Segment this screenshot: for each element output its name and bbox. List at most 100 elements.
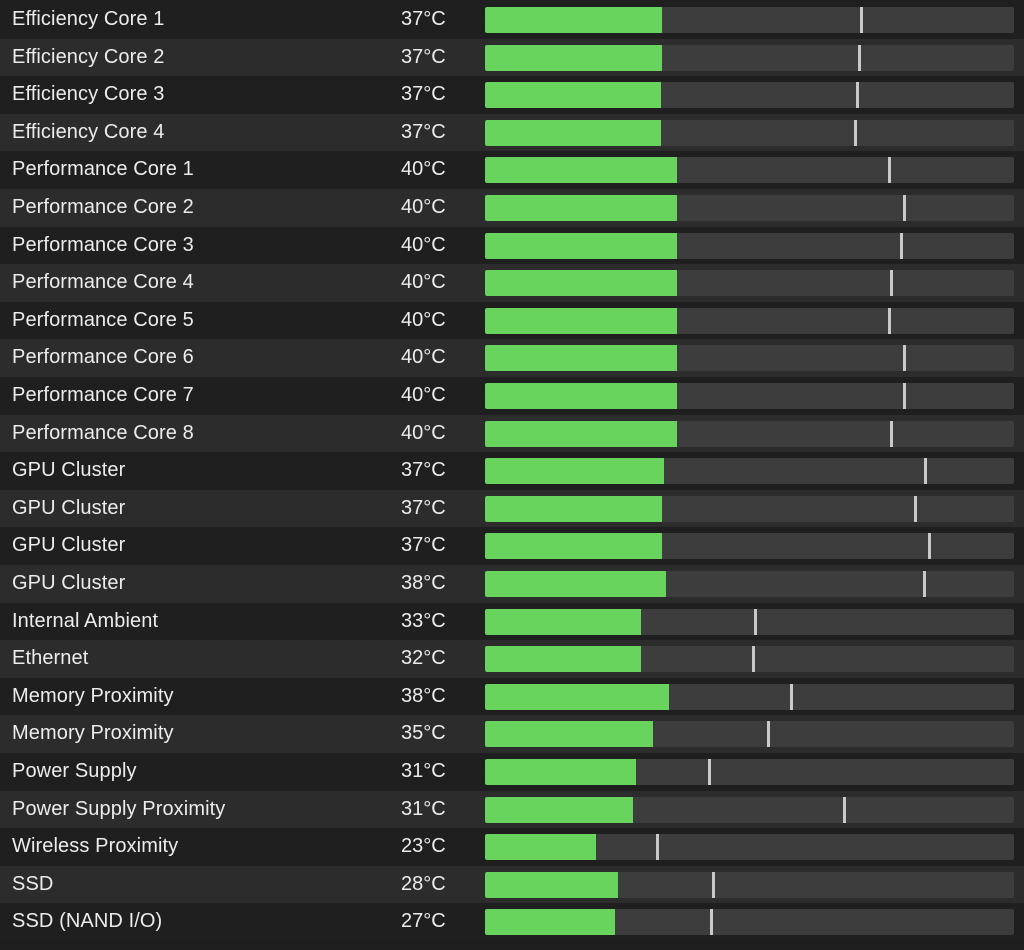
temperature-bar-fill [485,458,664,485]
temperature-bar [485,44,1014,71]
temperature-bar-fill [485,44,663,71]
sensor-row: Power Supply 31°C [0,753,1024,791]
sensor-row: Efficiency Core 3 37°C [0,76,1024,114]
sensor-temperature: 40°C [401,308,446,331]
sensor-row: Performance Core 1 40°C [0,151,1024,189]
temperature-bar-fill [485,7,663,33]
temperature-bar-fill [485,420,678,447]
sensor-temperature: 28°C [401,872,446,895]
sensor-temperature: 37°C [401,534,446,557]
max-temperature-marker [752,646,756,673]
max-temperature-marker [914,495,918,522]
sensor-row: Memory Proximity 35°C [0,715,1024,753]
temperature-bar [485,759,1014,785]
sensor-name: Performance Core 1 [12,158,194,181]
sensor-temperature: 40°C [401,421,446,444]
sensor-row: Efficiency Core 4 37°C [0,113,1024,152]
sensor-row: Performance Core 4 40°C [0,264,1024,302]
sensor-row: Efficiency Core 2 37°C [0,38,1024,77]
temperature-bar-fill [485,909,616,936]
temperature-bar-fill [485,345,678,372]
sensor-name: GPU Cluster [12,534,126,557]
sensor-row: Performance Core 6 40°C [0,339,1024,377]
temperature-bar [485,571,1014,597]
sensor-name: Efficiency Core 2 [12,45,165,68]
temperature-bar [485,683,1014,710]
temperature-bar-fill [485,195,678,221]
temperature-bar [485,721,1014,748]
max-temperature-marker [767,721,770,748]
temperature-bar [485,232,1014,259]
temperature-bar [485,533,1014,560]
max-temperature-marker [902,195,906,221]
sensor-row: Performance Core 3 40°C [0,226,1024,265]
sensor-name: GPU Cluster [12,459,126,482]
temperature-bar-fill [485,871,618,898]
temperature-bar-fill [485,307,678,334]
max-temperature-marker [924,458,928,485]
temperature-bar [485,195,1014,221]
sensor-temperature: 40°C [401,158,446,181]
temperature-bar [485,495,1014,522]
sensor-name: Performance Core 2 [12,196,194,218]
temperature-bar-fill [485,834,597,861]
sensor-temperature: 37°C [401,83,446,106]
temperature-bar-fill [485,82,662,109]
sensor-row: GPU Cluster 37°C [0,452,1024,490]
sensor-name: Memory Proximity [12,684,174,707]
temperature-bar [485,834,1014,861]
sensor-name: Power Supply Proximity [12,797,226,820]
sensor-row: GPU Cluster 37°C [0,527,1024,565]
sensor-row: Performance Core 7 40°C [0,377,1024,415]
max-temperature-marker [854,119,858,146]
sensor-temperature: 38°C [401,572,446,594]
sensor-temperature: 31°C [401,797,446,820]
temperature-bar [485,420,1014,447]
sensor-row: GPU Cluster 37°C [0,489,1024,528]
temperature-bar [485,82,1014,109]
temperature-bar [485,119,1014,146]
temperature-bar [485,345,1014,372]
temperature-bar-fill [485,683,670,710]
max-temperature-marker [789,683,793,710]
max-temperature-marker [889,270,893,297]
sensor-name: Wireless Proximity [12,835,179,858]
temperature-bar-fill [485,759,636,785]
sensor-row: Performance Core 5 40°C [0,301,1024,340]
temperature-bar [485,270,1014,297]
sensor-temperature: 35°C [401,722,446,745]
sensor-temperature: 40°C [401,346,446,369]
max-temperature-marker [889,420,893,447]
sensor-row: Internal Ambient 33°C [0,602,1024,641]
sensor-name: GPU Cluster [12,496,126,519]
sensor-temperature: 23°C [401,835,446,858]
sensor-temperature: 33°C [401,609,446,632]
sensor-name: GPU Cluster [12,572,126,594]
temperature-bar-fill [485,571,666,597]
sensor-name: Internal Ambient [12,609,159,632]
sensor-row: Performance Core 2 40°C [0,189,1024,227]
temperature-bar [485,909,1014,936]
max-temperature-marker [858,44,861,71]
temperature-bar [485,608,1014,635]
sensor-name: Performance Core 3 [12,233,194,256]
sensor-name: Power Supply [12,760,137,782]
sensor-row: SSD 28°C [0,865,1024,904]
sensor-name: Efficiency Core 4 [12,120,165,143]
sensor-name: Memory Proximity [12,722,174,745]
sensor-name: SSD (NAND I/O) [12,910,163,933]
sensor-name: SSD [12,872,54,895]
sensor-temperature: 37°C [401,120,446,143]
sensor-temperature: 37°C [401,459,446,482]
sensor-row: Efficiency Core 1 37°C [0,1,1024,39]
sensor-row: GPU Cluster 38°C [0,565,1024,603]
max-temperature-marker [855,82,859,109]
temperature-bar-fill [485,383,678,409]
temperature-bar [485,458,1014,485]
sensor-temperature: 37°C [401,8,446,30]
max-temperature-marker [888,307,892,334]
temperature-bar-fill [485,232,678,259]
temperature-bar-fill [485,646,642,673]
temperature-bar-fill [485,119,662,146]
temperature-bar [485,383,1014,409]
